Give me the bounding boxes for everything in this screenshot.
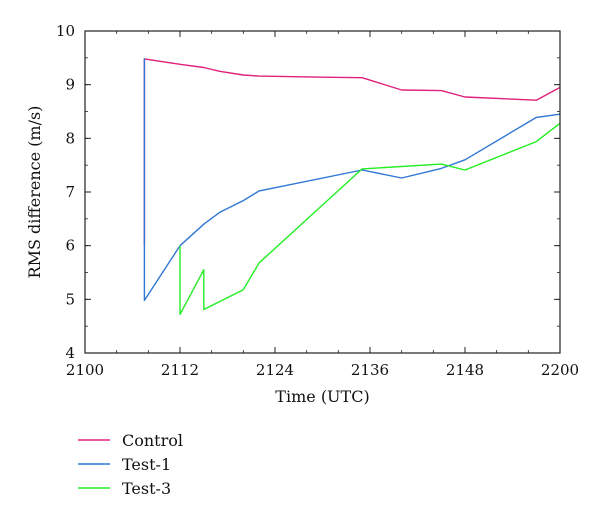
x-tick-label: 2200: [541, 361, 579, 379]
y-axis-label: RMS difference (m/s): [25, 106, 44, 279]
tick-marks: [84, 30, 561, 354]
x-axis-label: Time (UTC): [275, 387, 369, 406]
series-line-test-3: [179, 122, 561, 316]
x-tick-label: 2112: [161, 361, 199, 379]
x-tick-label: 2124: [256, 361, 294, 379]
y-tick-label: 9: [65, 76, 75, 94]
x-tick-label: 2100: [66, 361, 104, 379]
y-tick-label: 5: [65, 290, 75, 308]
legend-label: Control: [122, 431, 183, 450]
legend-label: Test-1: [122, 455, 171, 474]
y-tick-label: 4: [65, 344, 75, 362]
legend-label: Test-3: [122, 479, 171, 498]
x-tick-label: 2148: [446, 361, 484, 379]
plot-frame: [84, 30, 561, 354]
series-line-test-1: [143, 58, 561, 302]
y-tick-label: 6: [65, 237, 75, 255]
y-tick-label: 7: [65, 183, 75, 201]
y-tick-label: 8: [65, 129, 75, 147]
y-tick-labels: 4 5 6 7 8 9 10: [56, 22, 75, 362]
series-lines: [143, 58, 561, 316]
x-tick-label: 2136: [351, 361, 389, 379]
legend: Control Test-1 Test-3: [78, 431, 183, 498]
series-line-control: [143, 58, 561, 246]
x-tick-labels: 2100 2112 2124 2136 2148 2200: [66, 361, 579, 379]
y-tick-label: 10: [56, 22, 75, 40]
